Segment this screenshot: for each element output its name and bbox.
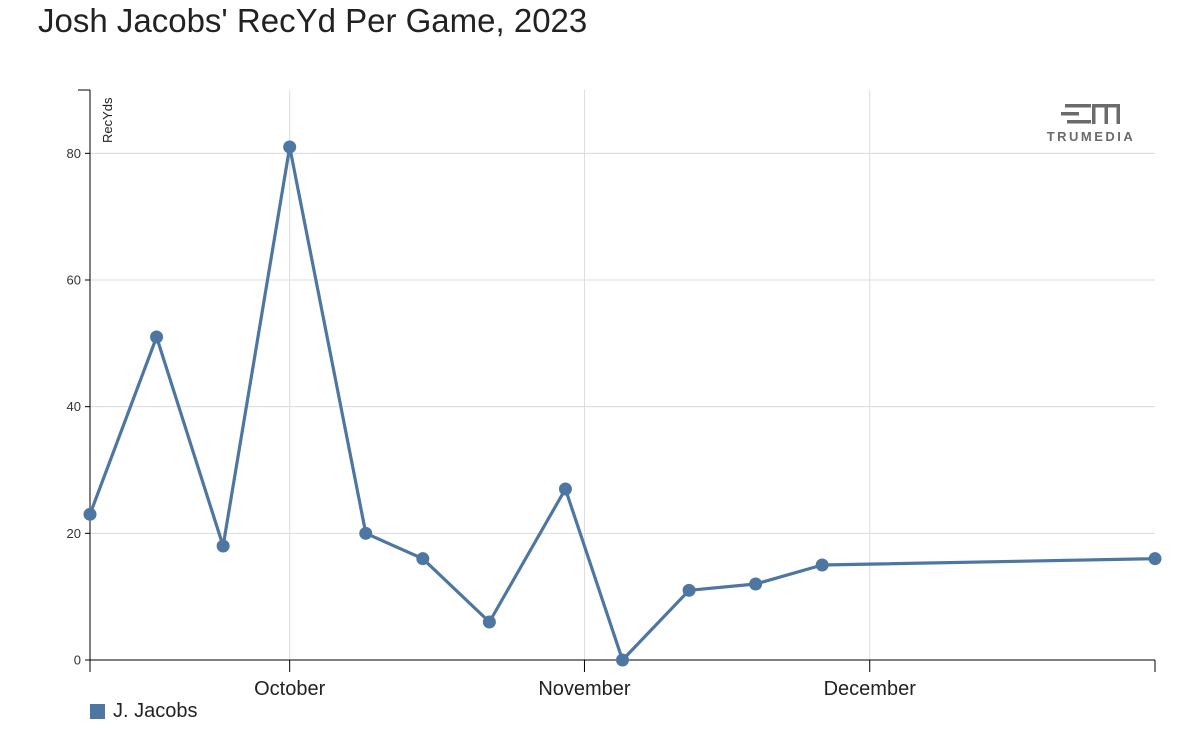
chart-title: Josh Jacobs' RecYd Per Game, 2023 — [38, 2, 588, 39]
data-point — [1148, 552, 1162, 566]
legend-swatch — [90, 704, 105, 719]
grid-lines — [90, 90, 1155, 660]
x-tick-label: December — [824, 678, 917, 700]
data-point — [558, 482, 572, 496]
y-axis-title: RecYds — [100, 97, 115, 143]
data-point — [83, 507, 97, 521]
data-point — [616, 653, 629, 667]
x-tick-label: November — [538, 678, 631, 700]
trumedia-watermark: TRUMEDIA — [1040, 102, 1142, 144]
data-point — [416, 552, 430, 566]
data-point — [482, 615, 496, 629]
legend-label: J. Jacobs — [113, 700, 198, 722]
data-point — [749, 577, 763, 591]
x-tick-label: October — [254, 678, 325, 700]
y-tick-label: 20 — [67, 526, 81, 541]
series-line — [88, 145, 1156, 662]
brand-name: TRUMEDIA — [1046, 129, 1136, 144]
data-point — [359, 526, 373, 540]
y-tick-label: 0 — [74, 653, 81, 668]
series-layer — [83, 140, 1162, 667]
data-point — [815, 558, 829, 572]
y-tick-label: 60 — [67, 273, 81, 288]
data-point — [682, 583, 696, 597]
data-point — [283, 140, 297, 154]
y-tick-label: 80 — [67, 146, 81, 161]
data-point — [150, 330, 164, 344]
data-point — [216, 539, 230, 553]
trumedia-logo-icon — [1061, 104, 1120, 124]
legend: J. Jacobs — [90, 700, 197, 723]
y-tick-label: 40 — [67, 399, 81, 414]
axes: 0 20 40 60 80 October November December — [67, 89, 1156, 700]
